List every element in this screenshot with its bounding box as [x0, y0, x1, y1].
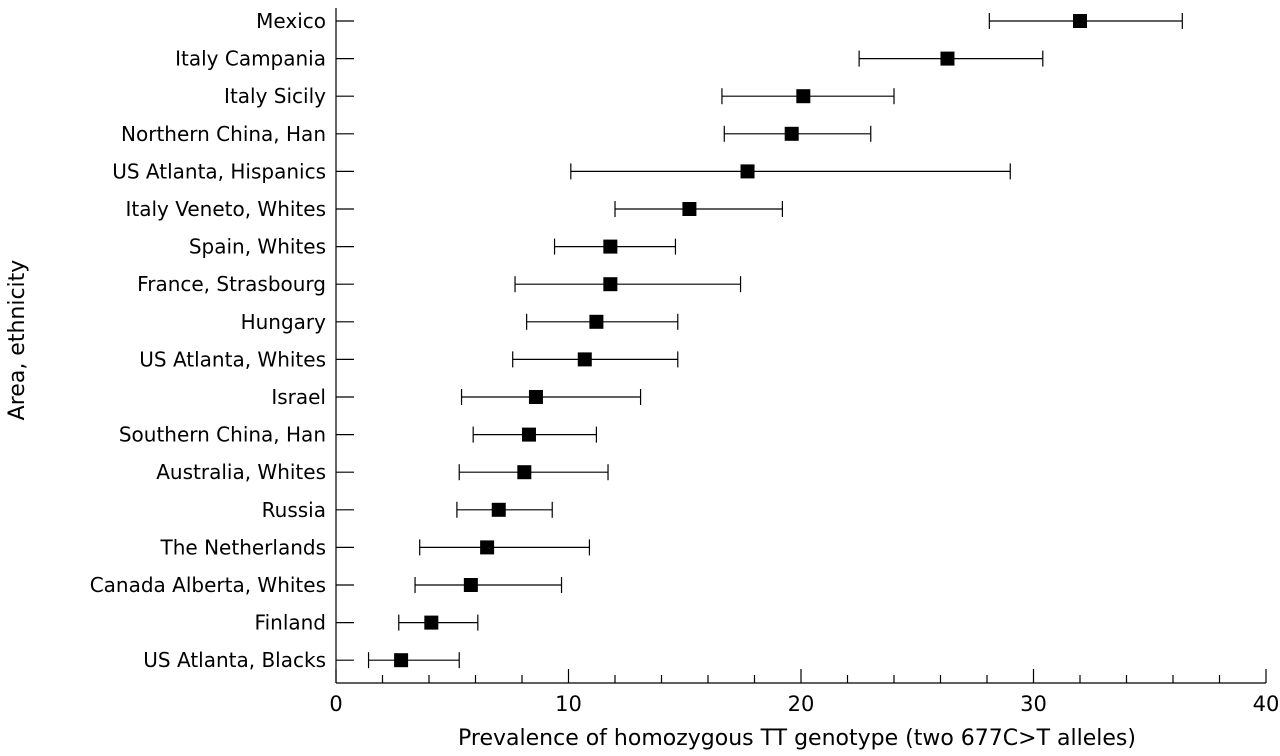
- forest-row: US Atlanta, Blacks: [143, 648, 460, 672]
- estimate-marker: [784, 126, 799, 141]
- estimate-marker: [528, 390, 543, 404]
- rows-layer: Mexico Italy Campania Italy Sicily Northern…: [90, 9, 1183, 672]
- row-label: The Netherlands: [160, 535, 326, 559]
- forest-row: Russia: [262, 498, 553, 522]
- estimate-marker: [740, 164, 755, 179]
- row-label: US Atlanta, Blacks: [143, 648, 326, 672]
- row-label: US Atlanta, Whites: [139, 347, 326, 371]
- row-label: Hungary: [241, 310, 327, 334]
- forest-row: US Atlanta, Whites: [139, 347, 679, 371]
- x-axis-title: Prevalence of homozygous TT genotype (tw…: [458, 726, 1136, 751]
- forest-row: Canada Alberta, Whites: [90, 573, 563, 597]
- forest-row: France, Strasbourg: [137, 272, 742, 296]
- x-tick-label: 20: [788, 692, 815, 716]
- row-label: Russia: [262, 498, 326, 522]
- row-label: Italy Campania: [175, 47, 326, 71]
- row-label: Southern China, Han: [119, 423, 326, 447]
- estimate-marker: [491, 502, 506, 517]
- estimate-marker: [682, 202, 697, 216]
- estimate-marker: [521, 427, 536, 442]
- row-label: Northern China, Han: [121, 122, 326, 146]
- row-label: Finland: [255, 611, 326, 635]
- forest-row: Italy Campania: [175, 47, 1044, 71]
- estimate-marker: [603, 277, 618, 292]
- estimate-marker: [463, 578, 478, 592]
- row-label: US Atlanta, Hispanics: [112, 159, 326, 183]
- forest-row: Hungary: [241, 310, 679, 334]
- forest-row: Italy Veneto, Whites: [125, 197, 784, 221]
- forest-row: Italy Sicily: [224, 84, 895, 108]
- estimate-marker: [589, 314, 604, 329]
- estimate-marker: [603, 239, 618, 254]
- forest-row: Australia, Whites: [156, 460, 609, 484]
- estimate-marker: [517, 465, 532, 480]
- forest-row: Spain, Whites: [189, 235, 677, 259]
- row-label: Spain, Whites: [189, 235, 326, 259]
- row-label: Israel: [271, 385, 326, 409]
- row-label: Australia, Whites: [156, 460, 326, 484]
- estimate-marker: [394, 653, 409, 668]
- forest-row: US Atlanta, Hispanics: [112, 159, 1011, 183]
- x-axis: 0 10 20 30 40: [329, 8, 1279, 716]
- forest-row: Southern China, Han: [119, 423, 598, 447]
- estimate-marker: [940, 51, 955, 66]
- row-label: Canada Alberta, Whites: [90, 573, 326, 597]
- y-axis-title: Area, ethnicity: [5, 260, 30, 421]
- row-label: France, Strasbourg: [137, 272, 326, 296]
- row-label: Mexico: [256, 9, 326, 33]
- forest-row: The Netherlands: [160, 535, 591, 559]
- x-tick-label: 40: [1253, 692, 1280, 716]
- estimate-marker: [424, 615, 439, 630]
- forest-row: Northern China, Han: [121, 122, 872, 146]
- estimate-marker: [480, 540, 495, 555]
- estimate-marker: [1073, 14, 1087, 28]
- row-label: Italy Sicily: [224, 84, 326, 108]
- x-tick-label: 0: [329, 692, 342, 716]
- row-label: Italy Veneto, Whites: [125, 197, 326, 221]
- forest-row: Finland: [255, 611, 479, 635]
- forest-row: Israel: [271, 385, 642, 409]
- x-tick-label: 10: [555, 692, 582, 716]
- x-tick-label: 30: [1020, 692, 1047, 716]
- estimate-marker: [577, 352, 592, 367]
- estimate-marker: [796, 89, 811, 104]
- forest-row: Mexico: [256, 9, 1183, 33]
